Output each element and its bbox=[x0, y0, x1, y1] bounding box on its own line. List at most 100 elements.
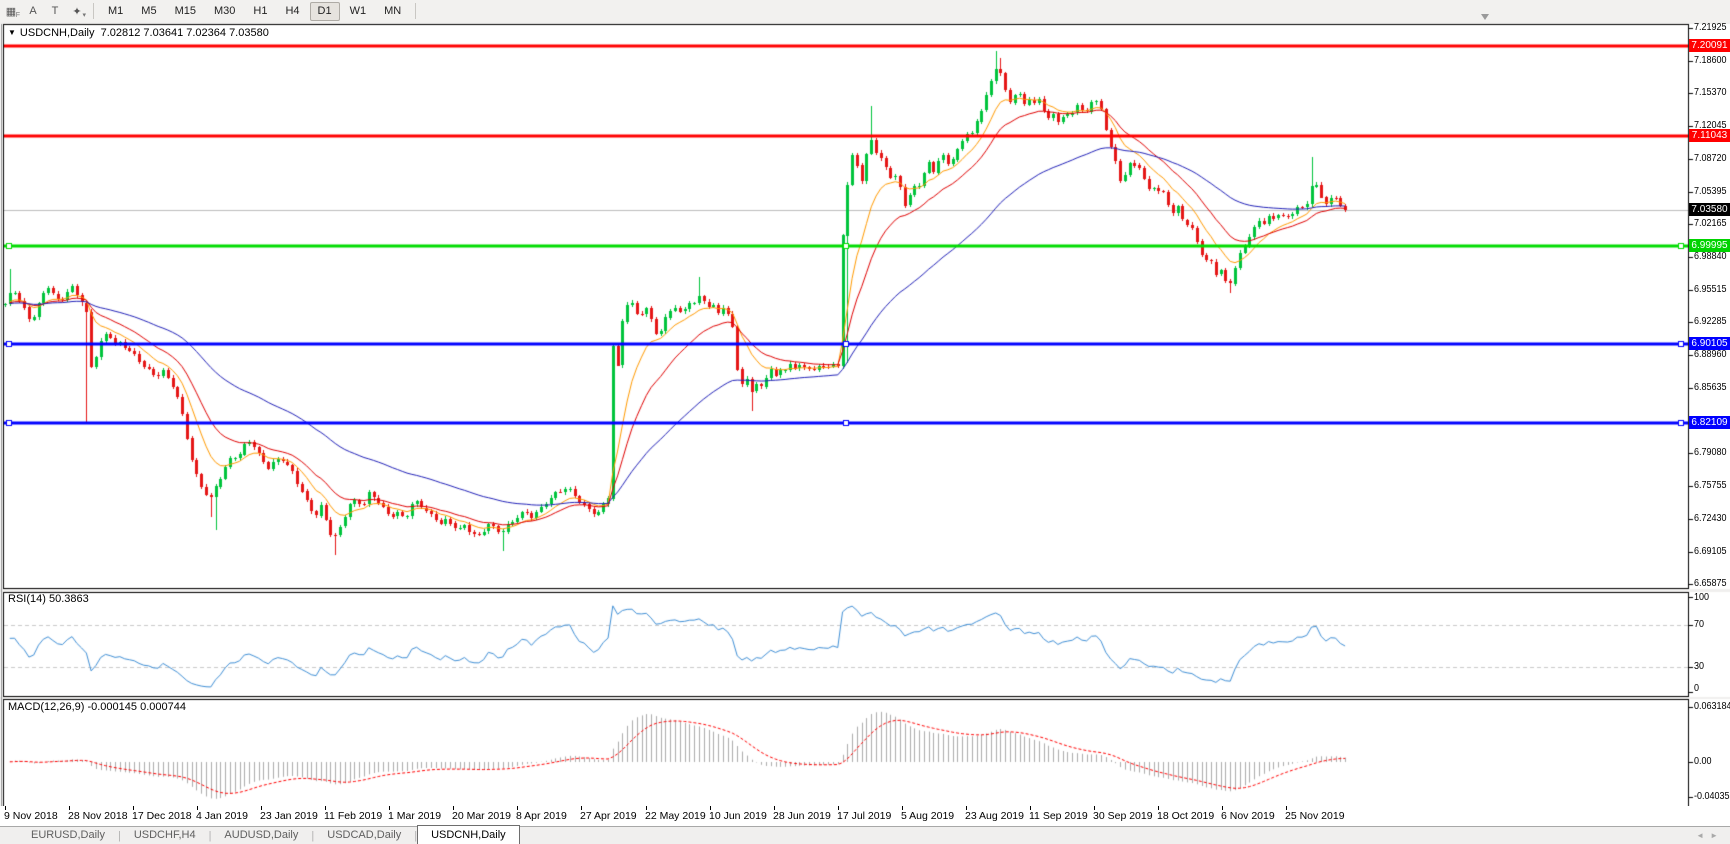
rsi-indicator-label: RSI(14) 50.3863 bbox=[8, 593, 89, 605]
date-axis[interactable]: 9 Nov 2018 28 Nov 2018 17 Dec 2018 4 Jan 20… bbox=[0, 806, 1730, 826]
date-label: 28 Jun 2019 bbox=[773, 810, 831, 822]
date-label: 11 Feb 2019 bbox=[324, 810, 383, 822]
rsi-tick-label: 70 bbox=[1694, 619, 1705, 630]
date-tick bbox=[838, 806, 839, 810]
timeframe-button-mn[interactable]: MN bbox=[384, 4, 402, 17]
date-label: 22 May 2019 bbox=[645, 810, 706, 822]
date-label: 17 Jul 2019 bbox=[837, 810, 892, 822]
date-label: 18 Oct 2019 bbox=[1157, 810, 1215, 822]
date-tick bbox=[581, 806, 582, 810]
chart-tab-usdchf[interactable]: USDCHF,H4 bbox=[133, 829, 196, 841]
date-label: 1 Mar 2019 bbox=[388, 810, 442, 822]
tab-separator: | bbox=[311, 830, 315, 842]
chart-tab-usdcnh[interactable]: USDCNH,Daily bbox=[417, 825, 520, 844]
price-tick-label: 7.18600 bbox=[1694, 55, 1727, 66]
toolbar: ▦ F A T ✦ ▾ M1 M5 M15 M30 H1 H4 D1 W1 MN bbox=[0, 0, 1730, 23]
date-tick bbox=[646, 806, 647, 810]
date-tick bbox=[133, 806, 134, 810]
macd-tick-label: -0.040355 bbox=[1694, 791, 1730, 802]
date-tick bbox=[5, 806, 6, 810]
date-label: 23 Aug 2019 bbox=[965, 810, 1024, 822]
date-tick bbox=[517, 806, 518, 810]
price-level-box: 7.11043 bbox=[1689, 129, 1730, 142]
price-tick-label: 6.88960 bbox=[1694, 349, 1727, 360]
date-label: 23 Jan 2019 bbox=[260, 810, 318, 822]
timeframe-button-m30[interactable]: M30 bbox=[213, 4, 236, 17]
date-label: 25 Nov 2019 bbox=[1285, 810, 1345, 822]
price-tick-label: 7.21925 bbox=[1694, 22, 1727, 33]
price-tick-label: 6.65875 bbox=[1694, 578, 1727, 589]
macd-tick-label: 0.00 bbox=[1694, 756, 1712, 767]
price-tick-label: 6.75755 bbox=[1694, 480, 1727, 491]
date-tick bbox=[966, 806, 967, 810]
price-level-box: 6.99995 bbox=[1689, 239, 1730, 252]
date-tick bbox=[261, 806, 262, 810]
date-label: 27 Apr 2019 bbox=[580, 810, 637, 822]
date-tick bbox=[902, 806, 903, 810]
arrow-objects-tool-icon[interactable]: ✦ ▾ bbox=[72, 5, 86, 19]
date-label: 6 Nov 2019 bbox=[1221, 810, 1275, 822]
font-tool-icon[interactable]: A bbox=[29, 4, 37, 17]
price-tick-label: 6.98840 bbox=[1694, 251, 1727, 262]
price-tick-label: 6.95515 bbox=[1694, 284, 1727, 295]
tab-separator: | bbox=[117, 830, 121, 842]
macd-tick-label: 0.063184 bbox=[1694, 701, 1730, 712]
rsi-tick-label: 30 bbox=[1694, 661, 1705, 672]
timeframe-button-m1[interactable]: M1 bbox=[108, 4, 124, 17]
chart-tab-audusd[interactable]: AUDUSD,Daily bbox=[224, 829, 299, 841]
tool-icon-group: ▦ F A T ✦ ▾ bbox=[0, 4, 88, 19]
indicator-grid-tool-icon[interactable]: ▦ F bbox=[5, 5, 20, 19]
date-label: 28 Nov 2018 bbox=[68, 810, 128, 822]
rsi-tick-label: 100 bbox=[1694, 592, 1710, 603]
price-level-box: 6.90105 bbox=[1689, 337, 1730, 350]
date-tick bbox=[1030, 806, 1031, 810]
tab-separator: | bbox=[414, 830, 418, 842]
price-tick-label: 6.72430 bbox=[1694, 513, 1727, 524]
date-tick bbox=[453, 806, 454, 810]
date-label: 30 Sep 2019 bbox=[1093, 810, 1153, 822]
text-label-tool-icon[interactable]: T bbox=[51, 4, 59, 17]
price-level-box: 7.03580 bbox=[1689, 203, 1730, 216]
scroll-to-end-icon[interactable] bbox=[1481, 14, 1489, 20]
chart-canvas[interactable] bbox=[0, 22, 1730, 806]
toolbar-separator bbox=[415, 3, 417, 19]
timeframe-button-w1[interactable]: W1 bbox=[349, 4, 367, 17]
price-tick-label: 6.69105 bbox=[1694, 546, 1727, 557]
timeframe-button-group: M1 M5 M15 M30 H1 H4 D1 W1 MN bbox=[99, 1, 410, 21]
date-label: 9 Nov 2018 bbox=[4, 810, 58, 822]
price-tick-label: 7.08720 bbox=[1694, 153, 1727, 164]
price-level-box: 6.82109 bbox=[1689, 416, 1730, 429]
date-tick bbox=[774, 806, 775, 810]
macd-indicator-label: MACD(12,26,9) -0.000145 0.000744 bbox=[8, 701, 186, 713]
chart-tab-usdcad[interactable]: USDCAD,Daily bbox=[327, 829, 402, 841]
timeframe-button-d1[interactable]: D1 bbox=[309, 1, 340, 21]
chart-tab-eurusd[interactable]: EURUSD,Daily bbox=[31, 829, 105, 841]
price-tick-label: 6.79080 bbox=[1694, 447, 1727, 458]
price-tick-label: 7.12045 bbox=[1694, 120, 1727, 131]
timeframe-button-m5[interactable]: M5 bbox=[141, 4, 157, 17]
date-label: 17 Dec 2018 bbox=[132, 810, 192, 822]
date-tick bbox=[197, 806, 198, 810]
price-tick-label: 7.15370 bbox=[1694, 87, 1727, 98]
price-tick-label: 7.05395 bbox=[1694, 186, 1727, 197]
timeframe-button-h1[interactable]: H1 bbox=[253, 4, 268, 17]
chart-title-collapse-icon[interactable]: ▼ bbox=[8, 28, 16, 37]
tab-separator: | bbox=[208, 830, 212, 842]
chart-ohlc-values: 7.02812 7.03641 7.02364 7.03580 bbox=[100, 27, 269, 39]
price-level-box: 7.20091 bbox=[1689, 39, 1730, 52]
tab-scroll-arrows[interactable]: ◄► bbox=[1696, 831, 1724, 840]
date-tick bbox=[1222, 806, 1223, 810]
timeframe-button-h4[interactable]: H4 bbox=[285, 4, 300, 17]
date-tick bbox=[1286, 806, 1287, 810]
timeframe-button-m15[interactable]: M15 bbox=[174, 4, 196, 17]
date-label: 4 Jan 2019 bbox=[196, 810, 248, 822]
date-tick bbox=[69, 806, 70, 810]
date-label: 11 Sep 2019 bbox=[1029, 810, 1088, 822]
price-tick-label: 6.85635 bbox=[1694, 382, 1727, 393]
date-label: 8 Apr 2019 bbox=[516, 810, 567, 822]
chart-tab-bar: EURUSD,Daily | USDCHF,H4 | AUDUSD,Daily | USDC… bbox=[0, 825, 1730, 844]
chart-symbol-period: USDCNH,Daily bbox=[19, 27, 95, 39]
chart-title: ▼ USDCNH,Daily 7.02812 7.03641 7.02364 7.… bbox=[8, 27, 269, 39]
price-tick-label: 6.92285 bbox=[1694, 316, 1727, 327]
